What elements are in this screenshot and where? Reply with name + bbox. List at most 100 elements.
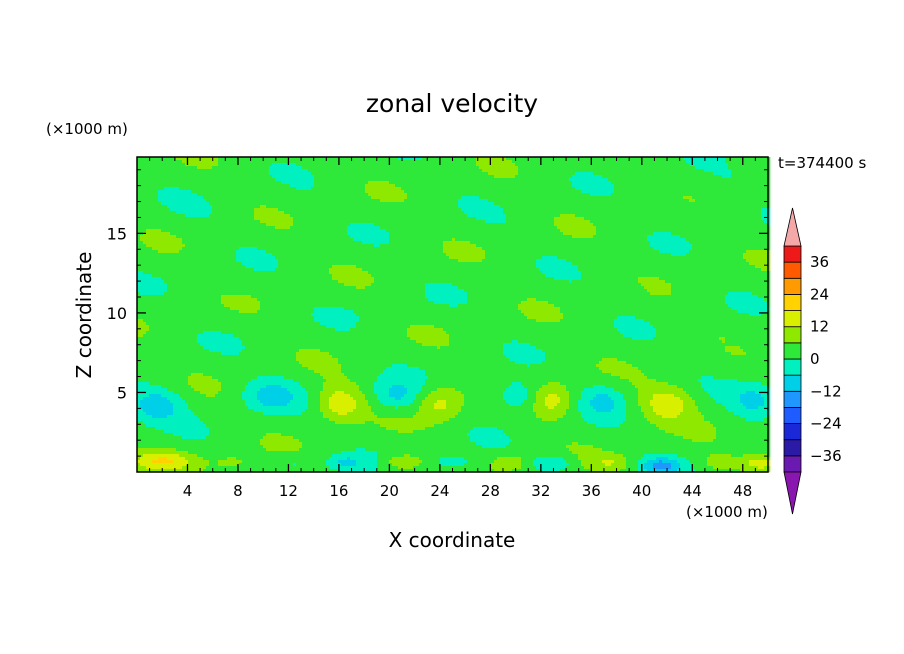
contour-cell: [395, 199, 399, 203]
contour-cell: [755, 202, 759, 206]
contour-cell: [371, 202, 375, 206]
contour-cell: [401, 187, 405, 191]
contour-cell: [164, 172, 168, 176]
contour-cell: [467, 214, 471, 218]
contour-cell: [473, 190, 477, 194]
contour-cell: [671, 184, 675, 188]
contour-cell: [410, 184, 414, 188]
contour-cell: [152, 211, 156, 215]
contour-cell: [248, 217, 252, 221]
contour-cell: [332, 157, 336, 161]
contour-cell: [356, 178, 360, 182]
contour-cell: [215, 217, 219, 221]
contour-cell: [482, 190, 486, 194]
contour-cell: [584, 217, 588, 221]
contour-cell: [182, 187, 186, 191]
contour-cell: [308, 217, 312, 221]
contour-cell: [722, 196, 726, 200]
contour-cell: [293, 184, 297, 188]
contour-cell: [455, 199, 459, 203]
contour-cell: [734, 181, 738, 185]
contour-cell: [497, 208, 501, 212]
contour-cell: [410, 223, 414, 227]
contour-cell: [758, 157, 762, 161]
contour-cell: [587, 184, 591, 188]
contour-cell: [230, 214, 234, 218]
contour-cell: [587, 169, 591, 173]
contour-cell: [665, 202, 669, 206]
contour-cell: [527, 214, 531, 218]
contour-cell: [764, 193, 768, 197]
contour-cell: [182, 157, 186, 161]
contour-cell: [329, 199, 333, 203]
contour-cell: [359, 196, 363, 200]
contour-cell: [284, 214, 288, 218]
contour-cell: [167, 220, 171, 224]
contour-cell: [215, 214, 219, 218]
contour-cell: [467, 157, 471, 161]
contour-cell: [146, 226, 150, 230]
contour-cell: [602, 166, 606, 170]
contour-cell: [389, 193, 393, 197]
contour-cell: [428, 211, 432, 215]
contour-cell: [554, 220, 558, 224]
contour-cell: [581, 214, 585, 218]
contour-cell: [635, 160, 639, 164]
contour-cell: [338, 226, 342, 230]
contour-cell: [596, 160, 600, 164]
contour-cell: [242, 199, 246, 203]
contour-cell: [662, 169, 666, 173]
contour-cell: [380, 163, 384, 167]
contour-cell: [755, 163, 759, 167]
contour-cell: [314, 223, 318, 227]
contour-cell: [494, 181, 498, 185]
contour-cell: [629, 223, 633, 227]
contour-cell: [506, 172, 510, 176]
contour-cell: [155, 163, 159, 167]
contour-cell: [305, 187, 309, 191]
contour-cell: [662, 202, 666, 206]
contour-cell: [218, 178, 222, 182]
contour-cell: [251, 172, 255, 176]
contour-cell: [395, 226, 399, 230]
contour-cell: [551, 193, 555, 197]
contour-cell: [704, 205, 708, 209]
contour-cell: [197, 211, 201, 215]
contour-cell: [536, 172, 540, 176]
contour-cell: [728, 190, 732, 194]
contour-cell: [287, 211, 291, 215]
contour-cell: [368, 220, 372, 224]
contour-cell: [530, 193, 534, 197]
contour-cell: [644, 193, 648, 197]
contour-cell: [434, 193, 438, 197]
contour-cell: [344, 196, 348, 200]
contour-cell: [446, 175, 450, 179]
contour-cell: [305, 169, 309, 173]
contour-cell: [581, 211, 585, 215]
contour-cell: [425, 187, 429, 191]
contour-cell: [551, 163, 555, 167]
contour-cell: [446, 217, 450, 221]
contour-cell: [320, 181, 324, 185]
contour-cell: [305, 199, 309, 203]
contour-cell: [296, 226, 300, 230]
contour-cell: [743, 178, 747, 182]
contour-cell: [638, 184, 642, 188]
contour-cell: [566, 223, 570, 227]
contour-cell: [311, 214, 315, 218]
contour-cell: [152, 160, 156, 164]
contour-cell: [653, 223, 657, 227]
contour-cell: [344, 175, 348, 179]
contour-cell: [512, 184, 516, 188]
contour-cell: [320, 163, 324, 167]
contour-cell: [638, 175, 642, 179]
contour-cell: [704, 184, 708, 188]
contour-cell: [395, 175, 399, 179]
contour-cell: [467, 160, 471, 164]
contour-cell: [260, 190, 264, 194]
contour-cell: [701, 205, 705, 209]
contour-cell: [593, 187, 597, 191]
contour-cell: [560, 193, 564, 197]
contour-cell: [365, 202, 369, 206]
contour-cell: [395, 190, 399, 194]
